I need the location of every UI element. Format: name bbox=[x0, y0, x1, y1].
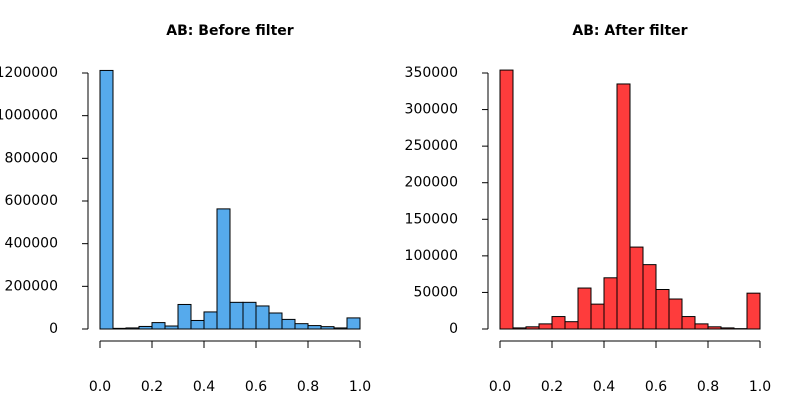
bar bbox=[190, 319, 205, 330]
bar bbox=[681, 316, 696, 330]
bar bbox=[668, 298, 683, 330]
y-tick-label: 250000 bbox=[405, 138, 458, 154]
chart-title: AB: Before filter bbox=[166, 23, 293, 39]
x-tick-label: 0.8 bbox=[697, 379, 719, 395]
bar bbox=[499, 69, 514, 330]
bar bbox=[255, 305, 270, 330]
y-tick-label: 150000 bbox=[405, 211, 458, 227]
bar bbox=[203, 311, 218, 330]
x-tick-label: 0.4 bbox=[193, 379, 215, 395]
y-tick-label: 1200000 bbox=[0, 65, 58, 81]
bar bbox=[333, 327, 348, 330]
bar bbox=[242, 301, 257, 330]
y-tick-label: 1000000 bbox=[0, 108, 58, 124]
bar bbox=[268, 312, 283, 330]
bar bbox=[164, 325, 179, 330]
y-tick-label: 300000 bbox=[405, 102, 458, 118]
y-tick-label: 600000 bbox=[5, 193, 58, 209]
bar bbox=[112, 327, 127, 330]
bar bbox=[138, 325, 153, 330]
bar bbox=[320, 326, 335, 330]
bar bbox=[512, 327, 527, 330]
bar bbox=[603, 277, 618, 330]
bar bbox=[629, 246, 644, 330]
bar bbox=[564, 321, 579, 330]
y-tick-label: 350000 bbox=[405, 65, 458, 81]
x-tick-label: 1.0 bbox=[349, 379, 371, 395]
bar bbox=[590, 303, 605, 330]
bar bbox=[525, 326, 540, 330]
bar bbox=[707, 326, 722, 330]
y-tick-label: 0 bbox=[449, 321, 458, 337]
x-tick-label: 0.0 bbox=[489, 379, 511, 395]
x-tick-label: 0.6 bbox=[245, 379, 267, 395]
y-tick-label: 800000 bbox=[5, 150, 58, 166]
bar bbox=[577, 287, 592, 330]
y-tick-label: 50000 bbox=[413, 284, 458, 300]
bar bbox=[655, 289, 670, 330]
bar bbox=[694, 323, 709, 330]
bar bbox=[746, 292, 761, 330]
x-tick-label: 0.4 bbox=[593, 379, 615, 395]
bar bbox=[642, 264, 657, 330]
bar bbox=[281, 318, 296, 330]
chart-title: AB: After filter bbox=[572, 23, 687, 39]
bar bbox=[229, 301, 244, 330]
bar bbox=[151, 322, 166, 330]
x-tick-label: 0.6 bbox=[645, 379, 667, 395]
bar bbox=[307, 325, 322, 330]
bar bbox=[99, 69, 114, 330]
bar bbox=[346, 317, 361, 330]
bar bbox=[538, 323, 553, 330]
bar bbox=[551, 316, 566, 330]
y-tick-label: 100000 bbox=[405, 248, 458, 264]
x-tick-label: 1.0 bbox=[749, 379, 771, 395]
bar bbox=[720, 327, 735, 330]
bar bbox=[294, 323, 309, 330]
x-tick-label: 0.2 bbox=[141, 379, 163, 395]
bar bbox=[177, 303, 192, 330]
y-tick-label: 200000 bbox=[5, 278, 58, 294]
bar bbox=[125, 327, 140, 330]
y-tick-label: 400000 bbox=[5, 236, 58, 252]
x-tick-label: 0.0 bbox=[89, 379, 111, 395]
y-tick-label: 0 bbox=[49, 321, 58, 337]
x-tick-label: 0.2 bbox=[541, 379, 563, 395]
bar bbox=[216, 208, 231, 330]
bar bbox=[616, 83, 631, 330]
y-tick-label: 200000 bbox=[405, 175, 458, 191]
x-tick-label: 0.8 bbox=[297, 379, 319, 395]
